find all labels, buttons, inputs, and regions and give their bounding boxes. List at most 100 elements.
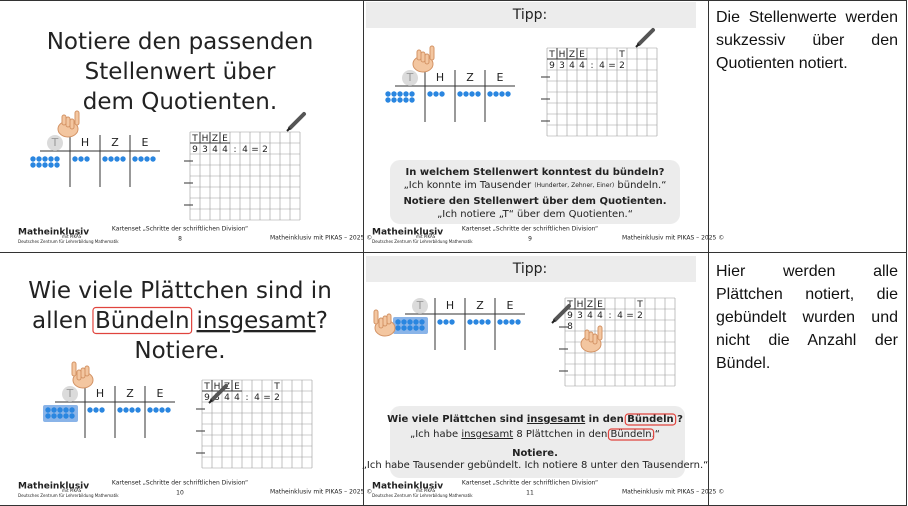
counter xyxy=(437,319,443,325)
counter xyxy=(45,407,51,413)
hand-finger xyxy=(592,333,598,345)
counter xyxy=(443,319,449,325)
hand-finger xyxy=(69,118,75,130)
text-line: dem Quotienten. xyxy=(83,89,277,115)
hand-finger xyxy=(65,116,71,128)
text: E xyxy=(579,50,585,60)
counter xyxy=(117,407,123,413)
note: Die Stellenwerte werden sukzessiv über d… xyxy=(716,9,898,72)
counter xyxy=(391,91,397,97)
counter xyxy=(407,325,413,331)
counter xyxy=(503,319,509,325)
counter xyxy=(403,97,409,103)
text: E xyxy=(597,300,603,310)
text: E xyxy=(507,299,514,312)
counter xyxy=(427,91,433,97)
text: 2 xyxy=(262,145,268,155)
counter xyxy=(108,156,114,162)
highlight-box xyxy=(624,413,677,426)
text: 11 xyxy=(526,490,534,497)
text-segment: „Ich habe Tausender gebündelt. Ich notie… xyxy=(362,460,709,471)
hand-icon xyxy=(580,325,603,353)
counter xyxy=(497,319,503,325)
hand-icon xyxy=(57,110,80,138)
pencil xyxy=(288,112,306,130)
text: 4 xyxy=(212,145,218,155)
hand-finger xyxy=(386,313,392,325)
text: 4 xyxy=(599,61,605,71)
text: Kartenset „Schritte der schriftlichen Di… xyxy=(462,480,598,487)
text: Matheinklusiv mit PIKAS – 2025 © xyxy=(270,235,372,242)
counter xyxy=(129,407,135,413)
text: T xyxy=(191,134,198,144)
counter xyxy=(385,91,391,97)
note: Hier werden alle Plättchen notiert, die … xyxy=(716,263,898,372)
text: Matheinklusiv mit PIKAS – 2025 © xyxy=(622,489,724,496)
hand-finger xyxy=(373,309,379,325)
text: Z xyxy=(569,50,575,60)
text: 3 xyxy=(202,145,208,155)
text: T xyxy=(203,382,210,392)
text: 9 xyxy=(204,393,210,403)
counter xyxy=(45,413,51,419)
text-line: allen Bündeln insgesamt? xyxy=(32,308,328,334)
counter xyxy=(54,162,60,168)
hand-finger xyxy=(71,361,77,377)
text: Z xyxy=(466,71,474,84)
pencil xyxy=(553,304,571,322)
text: 4 xyxy=(579,61,585,71)
text: Z xyxy=(111,136,119,149)
text-segment: (Hunderter, Zehner, Einer) xyxy=(534,182,614,189)
counter xyxy=(463,91,469,97)
text: Kartenset „Schritte der schriftlichen Di… xyxy=(112,480,248,487)
counter xyxy=(51,413,57,419)
text-line: Wie viele Plättchen sind insgesamt in de… xyxy=(387,414,683,425)
text-line: „Ich habe insgesamt 8 Plättchen in den B… xyxy=(410,429,660,440)
counter xyxy=(63,413,69,419)
text: : xyxy=(233,145,236,155)
counter xyxy=(499,91,505,97)
hand-finger xyxy=(420,51,426,63)
text: H xyxy=(81,136,89,149)
counter xyxy=(433,91,439,97)
hand-finger xyxy=(584,329,590,341)
counter xyxy=(413,319,419,325)
text: Deutsches Zentrum für Lehrerbildung Math… xyxy=(372,493,473,498)
text: H xyxy=(202,134,209,144)
counter xyxy=(120,156,126,162)
hand-finger xyxy=(588,331,594,343)
text: E xyxy=(234,382,240,392)
counter xyxy=(30,162,36,168)
counter xyxy=(165,407,171,413)
hand-finger xyxy=(80,367,86,379)
counter xyxy=(87,407,93,413)
counter xyxy=(439,91,445,97)
hand-finger xyxy=(378,317,384,329)
speech-box xyxy=(390,406,685,478)
text-line: Notiere. xyxy=(512,448,558,459)
pencil-tip xyxy=(635,43,640,48)
text: 9 xyxy=(567,311,573,321)
counter xyxy=(159,407,165,413)
text: E xyxy=(497,71,504,84)
counter xyxy=(123,407,129,413)
pencil-tip xyxy=(208,399,213,404)
text-segment: „Ich konnte im Tausender xyxy=(404,180,535,191)
hand-icon xyxy=(373,309,396,337)
text: Matheinklusiv xyxy=(18,482,89,492)
hand-finger xyxy=(429,45,435,61)
counter xyxy=(397,91,403,97)
text: H xyxy=(214,382,221,392)
text-segment: insgesamt xyxy=(197,308,316,334)
text-segment: „Ich notiere „T“ über dem Quotienten.“ xyxy=(437,209,633,220)
text: Tipp: xyxy=(512,7,548,23)
counter xyxy=(475,91,481,97)
text-line: Notiere. xyxy=(134,338,225,364)
counter xyxy=(69,407,75,413)
text: 4 xyxy=(569,61,575,71)
counter xyxy=(413,325,419,331)
text-line: „Ich notiere „T“ über dem Quotienten.“ xyxy=(437,209,633,220)
text-line: Wie viele Plättchen sind in xyxy=(28,278,332,304)
